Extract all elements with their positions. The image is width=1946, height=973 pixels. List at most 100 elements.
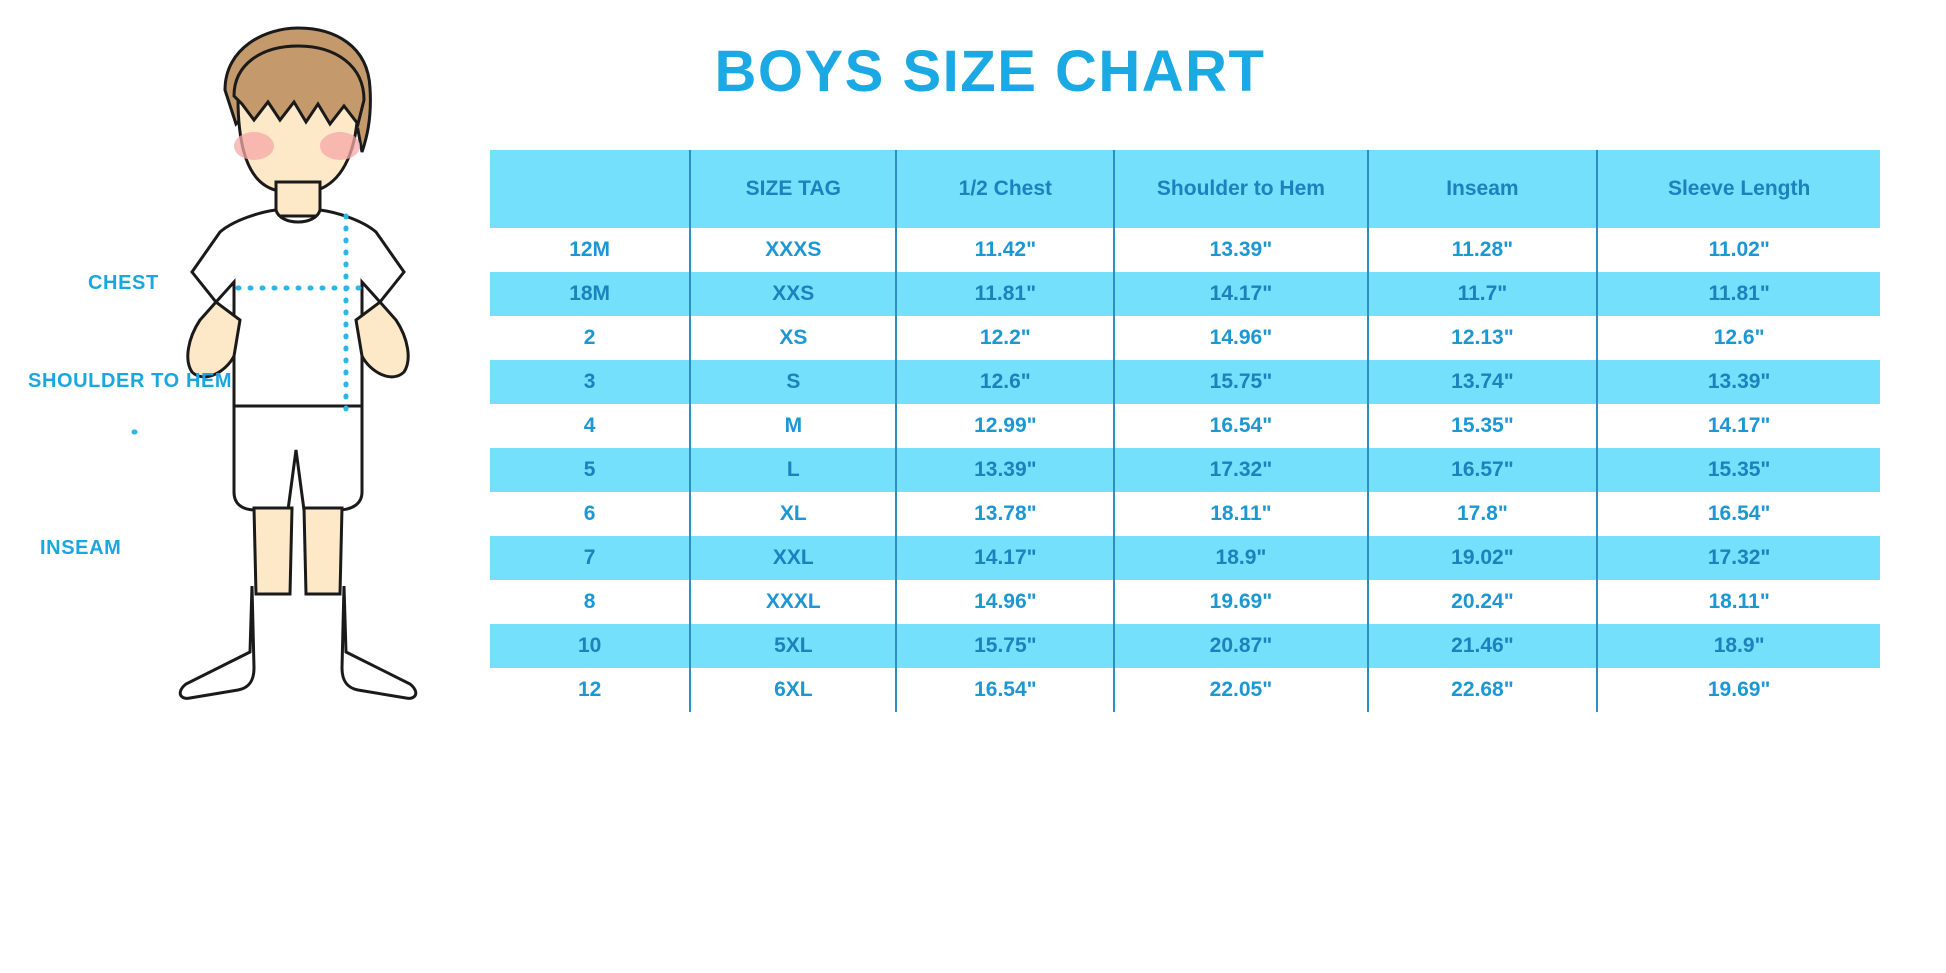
cell-shoulder-to-hem: 15.75" (1113, 360, 1368, 404)
cell-half-chest: 16.54" (895, 668, 1115, 712)
cell-half-chest: 12.2" (895, 316, 1115, 360)
cell-half-chest: 14.17" (895, 536, 1115, 580)
right-arm (354, 299, 410, 379)
cell-sleeve-length: 17.32" (1596, 536, 1880, 580)
shorts (232, 404, 364, 512)
cell-size: 3 (490, 360, 691, 404)
cell-sleeve-length: 16.54" (1596, 492, 1880, 536)
cell-inseam: 11.28" (1366, 228, 1598, 272)
cell-size-tag: L (689, 448, 897, 492)
cell-size: 8 (490, 580, 691, 624)
column-header-size (490, 150, 691, 228)
cell-half-chest: 12.99" (895, 404, 1115, 448)
cell-size: 10 (490, 624, 691, 668)
table-row: 12M XXXS 11.42" 13.39" 11.28" 11.02" (490, 228, 1880, 272)
table-row: 4 M 12.99" 16.54" 15.35" 14.17" (490, 404, 1880, 448)
cell-size: 6 (490, 492, 691, 536)
cell-shoulder-to-hem: 17.32" (1113, 448, 1368, 492)
cell-half-chest: 14.96" (895, 580, 1115, 624)
cell-inseam: 16.57" (1366, 448, 1598, 492)
cell-size-tag: XXL (689, 536, 897, 580)
cell-inseam: 15.35" (1366, 404, 1598, 448)
cell-half-chest: 12.6" (895, 360, 1115, 404)
cell-inseam: 12.13" (1366, 316, 1598, 360)
table-row: 7 XXL 14.17" 18.9" 19.02" 17.32" (490, 536, 1880, 580)
cell-sleeve-length: 12.6" (1596, 316, 1880, 360)
right-cheek (320, 132, 360, 160)
table-row: 12 6XL 16.54" 22.05" 22.68" 19.69" (490, 668, 1880, 712)
cell-size-tag: 5XL (689, 624, 897, 668)
header-row: SIZE TAG 1/2 Chest Shoulder to Hem Insea… (490, 150, 1880, 228)
cell-half-chest: 15.75" (895, 624, 1115, 668)
cell-inseam: 19.02" (1366, 536, 1598, 580)
right-leg (302, 506, 344, 596)
left-cheek (234, 132, 274, 160)
cell-sleeve-length: 18.9" (1596, 624, 1880, 668)
cell-size-tag: XL (689, 492, 897, 536)
column-header-inseam: Inseam (1366, 150, 1598, 228)
left-arm (186, 299, 242, 379)
cell-shoulder-to-hem: 13.39" (1113, 228, 1368, 272)
cell-inseam: 17.8" (1366, 492, 1598, 536)
column-header-sleeve-length: Sleeve Length (1596, 150, 1880, 228)
table-row: 8 XXXL 14.96" 19.69" 20.24" 18.11" (490, 580, 1880, 624)
cell-size: 7 (490, 536, 691, 580)
cell-inseam: 21.46" (1366, 624, 1598, 668)
cell-sleeve-length: 14.17" (1596, 404, 1880, 448)
shoulder-to-hem-measure-label: SHOULDER TO HEM (28, 370, 233, 392)
table-row: 2 XS 12.2" 14.96" 12.13" 12.6" (490, 316, 1880, 360)
cell-size: 5 (490, 448, 691, 492)
cell-shoulder-to-hem: 20.87" (1113, 624, 1368, 668)
cell-inseam: 11.7" (1366, 272, 1598, 316)
size-chart-table-container: SIZE TAG 1/2 Chest Shoulder to Hem Insea… (490, 150, 1880, 712)
cell-sleeve-length: 15.35" (1596, 448, 1880, 492)
cell-shoulder-to-hem: 19.69" (1113, 580, 1368, 624)
cell-inseam: 13.74" (1366, 360, 1598, 404)
cell-size-tag: 6XL (689, 668, 897, 712)
tshirt (190, 208, 406, 414)
cell-size-tag: S (689, 360, 897, 404)
table-body: 12M XXXS 11.42" 13.39" 11.28" 11.02" 18M XXS 11.… (490, 228, 1880, 712)
cell-shoulder-to-hem: 14.96" (1113, 316, 1368, 360)
cell-inseam: 22.68" (1366, 668, 1598, 712)
inseam-measure-label: INSEAM (40, 537, 122, 559)
cell-sleeve-length: 11.02" (1596, 228, 1880, 272)
table-row: 3 S 12.6" 15.75" 13.74" 13.39" (490, 360, 1880, 404)
cell-size: 2 (490, 316, 691, 360)
cell-sleeve-length: 13.39" (1596, 360, 1880, 404)
cell-sleeve-length: 18.11" (1596, 580, 1880, 624)
illustration-panel: CHEST SHOULDER TO HEM INSEAM (0, 0, 480, 973)
left-leg (252, 506, 294, 596)
cell-shoulder-to-hem: 22.05" (1113, 668, 1368, 712)
cell-size-tag: XXXL (689, 580, 897, 624)
cell-shoulder-to-hem: 14.17" (1113, 272, 1368, 316)
cell-sleeve-length: 19.69" (1596, 668, 1880, 712)
table-row: 18M XXS 11.81" 14.17" 11.7" 11.81" (490, 272, 1880, 316)
boy-figure-illustration (130, 26, 418, 700)
cell-size-tag: XXXS (689, 228, 897, 272)
table-row: 5 L 13.39" 17.32" 16.57" 15.35" (490, 448, 1880, 492)
hair-fringe (232, 44, 366, 128)
cell-half-chest: 11.81" (895, 272, 1115, 316)
cell-shoulder-to-hem: 18.9" (1113, 536, 1368, 580)
cell-size: 12 (490, 668, 691, 712)
column-header-half-chest: 1/2 Chest (895, 150, 1115, 228)
neck (274, 180, 322, 218)
table-row: 10 5XL 15.75" 20.87" 21.46" 18.9" (490, 624, 1880, 668)
cell-shoulder-to-hem: 18.11" (1113, 492, 1368, 536)
table-row: 6 XL 13.78" 18.11" 17.8" 16.54" (490, 492, 1880, 536)
cell-half-chest: 11.42" (895, 228, 1115, 272)
cell-sleeve-length: 11.81" (1596, 272, 1880, 316)
cell-size-tag: XXS (689, 272, 897, 316)
cell-inseam: 20.24" (1366, 580, 1598, 624)
cell-size: 12M (490, 228, 691, 272)
column-header-shoulder-to-hem: Shoulder to Hem (1113, 150, 1368, 228)
cell-size: 18M (490, 272, 691, 316)
size-chart-table: SIZE TAG 1/2 Chest Shoulder to Hem Insea… (490, 150, 1880, 712)
cell-half-chest: 13.39" (895, 448, 1115, 492)
page-title: BOYS SIZE CHART (714, 39, 1266, 104)
cell-half-chest: 13.78" (895, 492, 1115, 536)
table-header: SIZE TAG 1/2 Chest Shoulder to Hem Insea… (490, 150, 1880, 228)
cell-shoulder-to-hem: 16.54" (1113, 404, 1368, 448)
